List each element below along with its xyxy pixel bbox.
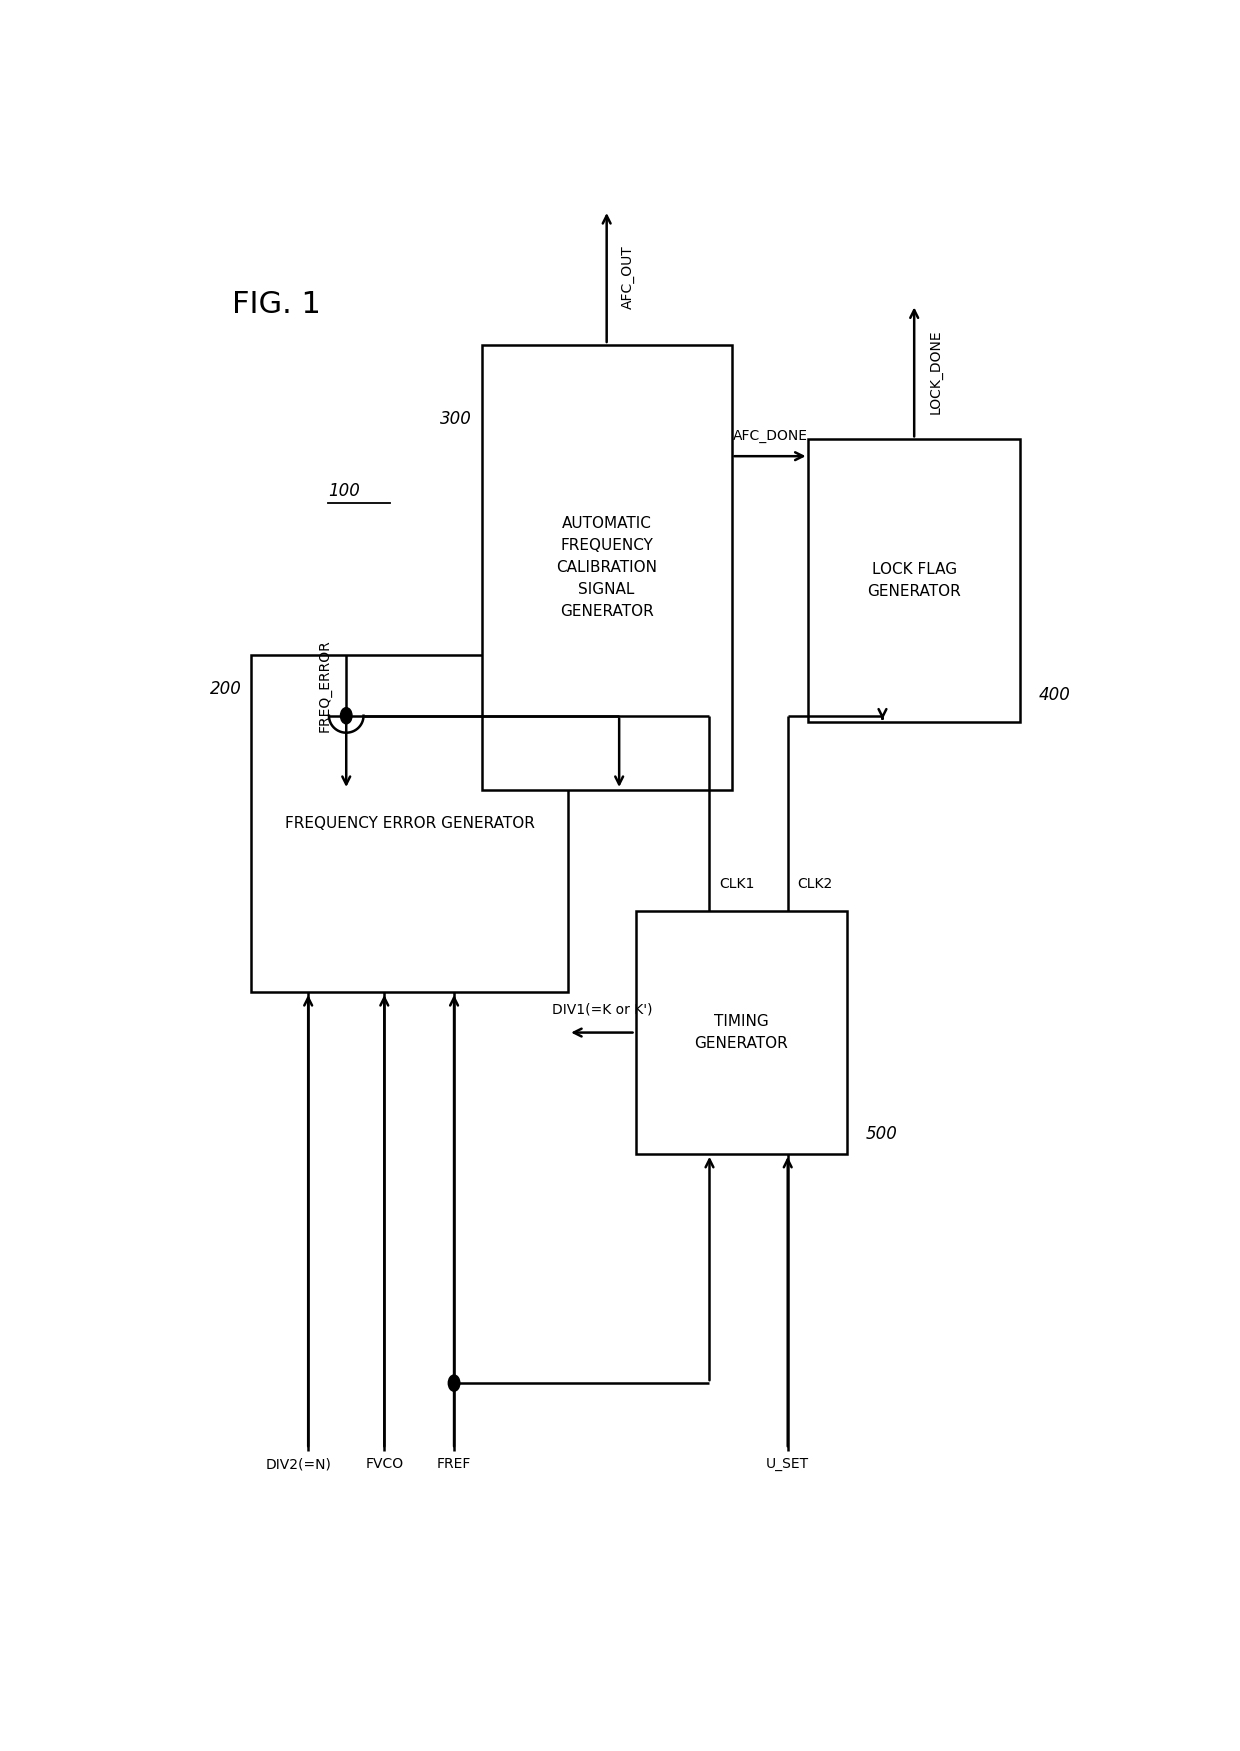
Text: U_SET: U_SET (766, 1457, 810, 1471)
Text: AFC_OUT: AFC_OUT (621, 245, 635, 310)
Text: AUTOMATIC
FREQUENCY
CALIBRATION
SIGNAL
GENERATOR: AUTOMATIC FREQUENCY CALIBRATION SIGNAL G… (557, 515, 657, 620)
Text: CLK1: CLK1 (719, 877, 754, 891)
Text: FREQ_ERROR: FREQ_ERROR (317, 639, 332, 732)
Text: 400: 400 (1039, 686, 1071, 704)
Text: 200: 200 (210, 679, 242, 697)
Text: DIV1(=K or K'): DIV1(=K or K') (552, 1002, 652, 1016)
Bar (635, 911, 847, 1154)
Text: 300: 300 (440, 410, 472, 427)
Text: LOCK FLAG
GENERATOR: LOCK FLAG GENERATOR (867, 562, 961, 599)
Bar (808, 440, 1019, 723)
Text: FREF: FREF (436, 1457, 471, 1471)
Text: 100: 100 (327, 482, 360, 501)
Bar (250, 655, 568, 993)
Circle shape (341, 707, 352, 723)
Text: FIG. 1: FIG. 1 (232, 291, 321, 319)
Text: CLK2: CLK2 (797, 877, 832, 891)
Text: DIV2(=N): DIV2(=N) (265, 1457, 331, 1471)
Bar (481, 345, 732, 790)
Text: LOCK_DONE: LOCK_DONE (929, 329, 942, 415)
Text: FVCO: FVCO (366, 1457, 403, 1471)
Text: FREQUENCY ERROR GENERATOR: FREQUENCY ERROR GENERATOR (285, 816, 534, 832)
Circle shape (449, 1375, 460, 1392)
Text: TIMING
GENERATOR: TIMING GENERATOR (694, 1014, 789, 1051)
Text: AFC_DONE: AFC_DONE (733, 429, 807, 443)
Text: 500: 500 (866, 1124, 898, 1143)
